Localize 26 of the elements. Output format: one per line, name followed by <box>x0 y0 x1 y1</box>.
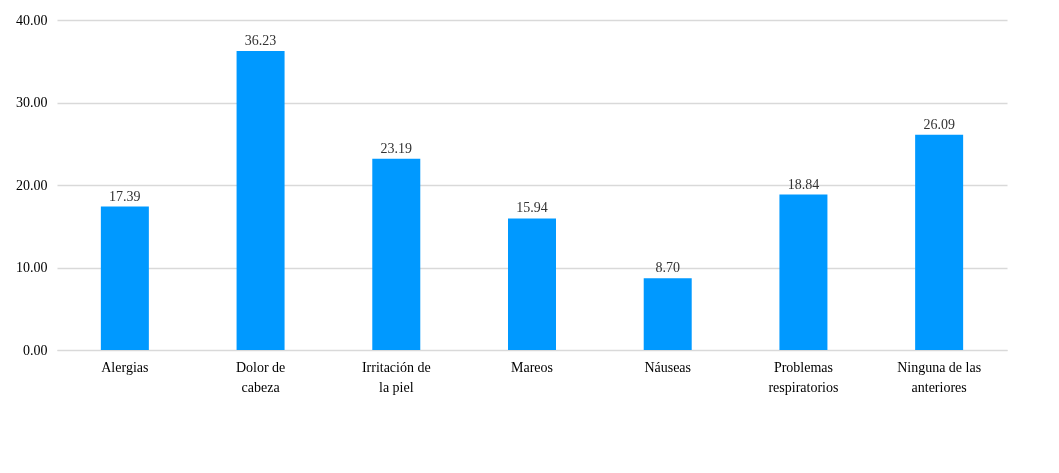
y-tick-label: 0.00 <box>23 342 48 358</box>
data-label: 18.84 <box>787 176 820 192</box>
x-tick-label: Dolor de cabeza <box>235 359 286 395</box>
bar <box>372 158 421 350</box>
y-tick-label: 20.00 <box>16 177 48 193</box>
bar <box>100 206 149 350</box>
data-label: 8.70 <box>655 260 680 276</box>
data-label: 26.09 <box>923 116 955 132</box>
x-tick-label: Irritación de la piel <box>361 359 431 395</box>
bar <box>236 51 285 350</box>
x-tick-label: Problemas respiratorios <box>768 359 839 395</box>
x-tick-label: Ninguna de las anteriores <box>897 359 982 395</box>
x-tick-label: Alergias <box>101 359 149 375</box>
x-tick-label: Mareos <box>511 359 553 375</box>
data-label: 36.23 <box>244 33 277 49</box>
bar <box>915 134 964 350</box>
data-label: 17.39 <box>109 188 141 204</box>
x-tick-label: Náuseas <box>644 359 692 375</box>
y-tick-label: 40.00 <box>16 12 48 28</box>
data-label: 23.19 <box>380 140 413 156</box>
y-tick-label: 10.00 <box>16 260 48 275</box>
data-label: 15.94 <box>516 200 548 216</box>
bar <box>643 278 692 350</box>
y-tick-label: 30.00 <box>16 95 48 110</box>
bar <box>508 218 556 350</box>
bar <box>779 194 828 350</box>
